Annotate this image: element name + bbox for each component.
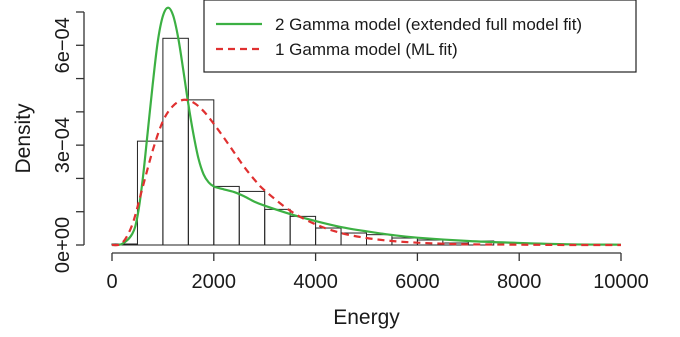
legend-box <box>203 0 637 73</box>
x-axis: 0 2000 4000 6000 8000 10000 <box>106 252 649 293</box>
y-axis: 0e+00 3e−04 6e−04 <box>52 11 85 273</box>
y-tick-label: 6e−04 <box>52 17 74 73</box>
histogram-bar <box>187 99 215 246</box>
density-curves <box>111 6 622 247</box>
histogram-bar <box>213 185 240 246</box>
histogram-bars <box>111 37 495 246</box>
y-axis-label: Density <box>12 103 35 174</box>
x-tick-label: 8000 <box>497 271 542 293</box>
x-tick-label: 0 <box>106 271 117 293</box>
two-gamma-curve <box>111 6 622 247</box>
x-tick-label: 6000 <box>395 271 440 293</box>
x-tick-label: 2000 <box>192 271 237 293</box>
legend-entry: 2 Gamma model (extended full model fit) <box>275 15 582 34</box>
legend: 2 Gamma model (extended full model fit) 1… <box>203 0 637 73</box>
x-axis-label: Energy <box>333 306 400 329</box>
histogram-bar <box>315 227 342 246</box>
histogram-bar <box>162 37 189 246</box>
x-tick-label: 4000 <box>293 271 338 293</box>
x-tick-label: 10000 <box>593 271 649 293</box>
y-tick-label: 0e+00 <box>52 217 74 273</box>
legend-entry: 1 Gamma model (ML fit) <box>275 40 458 59</box>
y-tick-label: 3e−04 <box>52 117 74 173</box>
histogram-bar <box>264 208 291 246</box>
